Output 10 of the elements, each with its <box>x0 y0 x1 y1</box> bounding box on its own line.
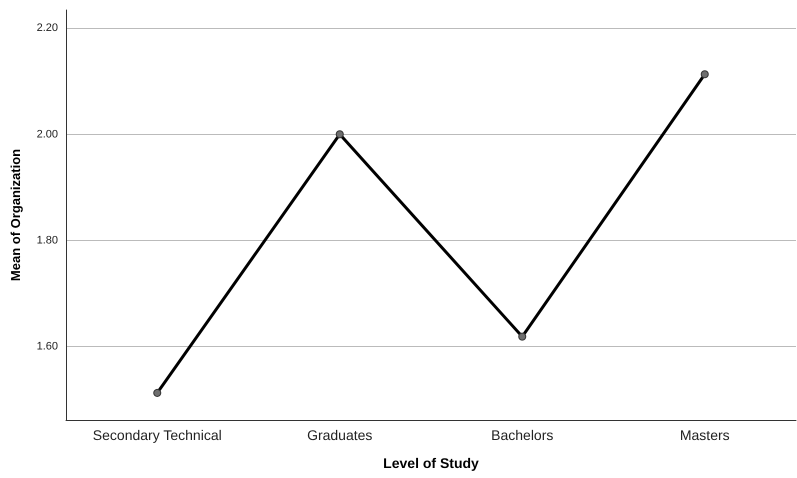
x-tick-label: Graduates <box>307 427 372 443</box>
x-tick-label: Secondary Technical <box>92 427 222 443</box>
y-tick-label: 2.20 <box>36 22 58 34</box>
x-axis-title: Level of Study <box>383 455 480 471</box>
y-tick-label: 2.00 <box>36 128 58 140</box>
y-axis-title: Mean of Organization <box>8 148 23 282</box>
x-tick-label: Masters <box>680 427 730 443</box>
y-tick-label: 1.80 <box>36 234 58 246</box>
y-tick-label: 1.60 <box>36 340 58 353</box>
x-tick-label: Bachelors <box>491 427 554 443</box>
